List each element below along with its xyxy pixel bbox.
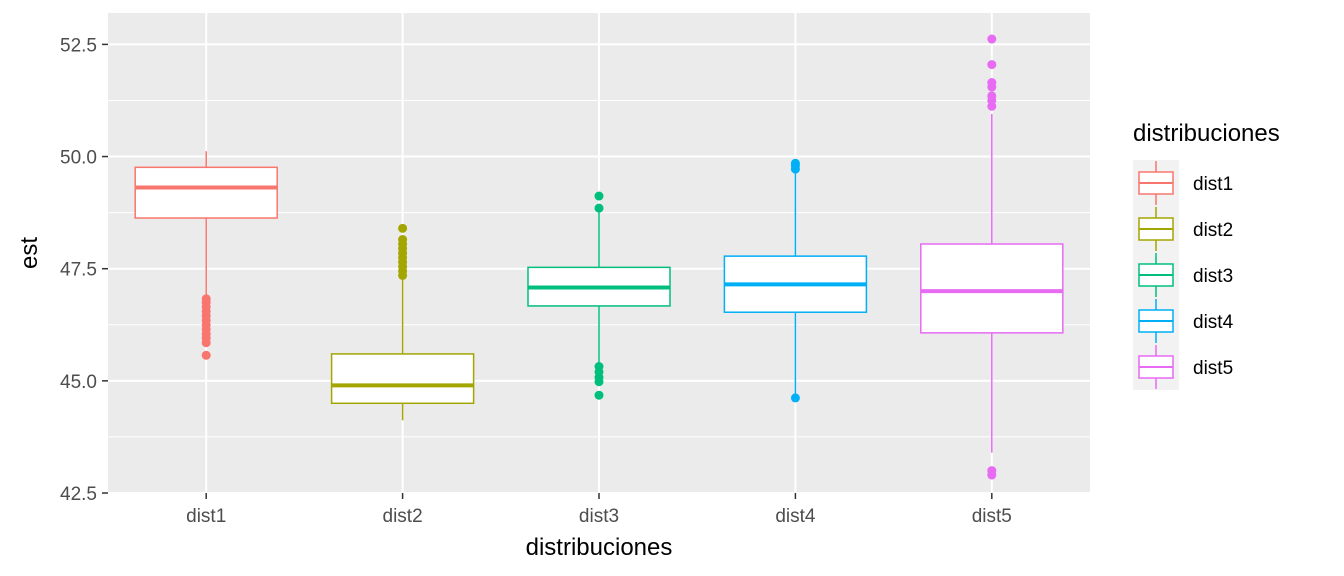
outlier-point — [987, 78, 997, 88]
outlier-point — [790, 158, 800, 168]
outlier-point — [398, 235, 408, 245]
x-tick-label: dist3 — [579, 506, 619, 527]
outlier-point — [987, 470, 997, 480]
legend-label: dist5 — [1193, 358, 1233, 379]
x-tick-label: dist2 — [383, 506, 423, 527]
x-tick-label: dist1 — [186, 506, 226, 527]
outlier-point — [201, 338, 211, 348]
outlier-point — [987, 91, 997, 101]
outlier-point — [594, 191, 604, 201]
y-axis-title: est — [16, 237, 43, 269]
legend: distribuciones dist1 dist2 dist3 dist4 dist5 — [1133, 120, 1280, 390]
box-iqr — [134, 166, 278, 219]
legend-title: distribuciones — [1133, 120, 1280, 147]
box-dist5 — [920, 34, 1064, 480]
box-iqr — [330, 353, 475, 405]
outlier-point — [594, 203, 604, 213]
x-tick-label: dist4 — [775, 506, 816, 527]
legend-item-dist1: dist1 — [1133, 160, 1233, 206]
outlier-point — [201, 350, 211, 360]
legend-label: dist1 — [1193, 174, 1233, 195]
outlier-point — [987, 34, 997, 44]
outlier-point — [594, 390, 604, 400]
legend-label: dist2 — [1193, 220, 1233, 241]
boxes — [134, 34, 1064, 480]
outlier-point — [594, 377, 604, 387]
y-tick-label: 45.0 — [60, 372, 97, 393]
y-tick-label: 42.5 — [60, 484, 97, 505]
x-axis: dist1 dist2 dist3 dist4 dist5 — [186, 493, 1012, 527]
y-tick-label: 50.0 — [60, 148, 97, 169]
legend-item-dist2: dist2 — [1133, 206, 1233, 252]
box-dist2 — [330, 223, 475, 421]
y-tick-label: 47.5 — [60, 260, 97, 281]
box-dist3 — [527, 191, 671, 400]
outlier-point — [790, 393, 800, 403]
legend-label: dist4 — [1193, 312, 1234, 333]
outlier-point — [398, 223, 408, 233]
y-tick-label: 52.5 — [60, 35, 97, 56]
box-dist1 — [134, 151, 278, 360]
box-iqr — [920, 243, 1064, 334]
legend-item-dist3: dist3 — [1133, 252, 1233, 298]
box-dist4 — [723, 158, 868, 403]
x-tick-label: dist5 — [972, 506, 1012, 527]
legend-item-dist4: dist4 — [1133, 298, 1234, 344]
outlier-point — [987, 60, 997, 70]
x-axis-title: distribuciones — [526, 534, 673, 561]
legend-label: dist3 — [1193, 266, 1233, 287]
legend-item-dist5: dist5 — [1133, 344, 1233, 390]
y-axis: 42.5 45.0 47.5 50.0 52.5 — [60, 35, 108, 505]
